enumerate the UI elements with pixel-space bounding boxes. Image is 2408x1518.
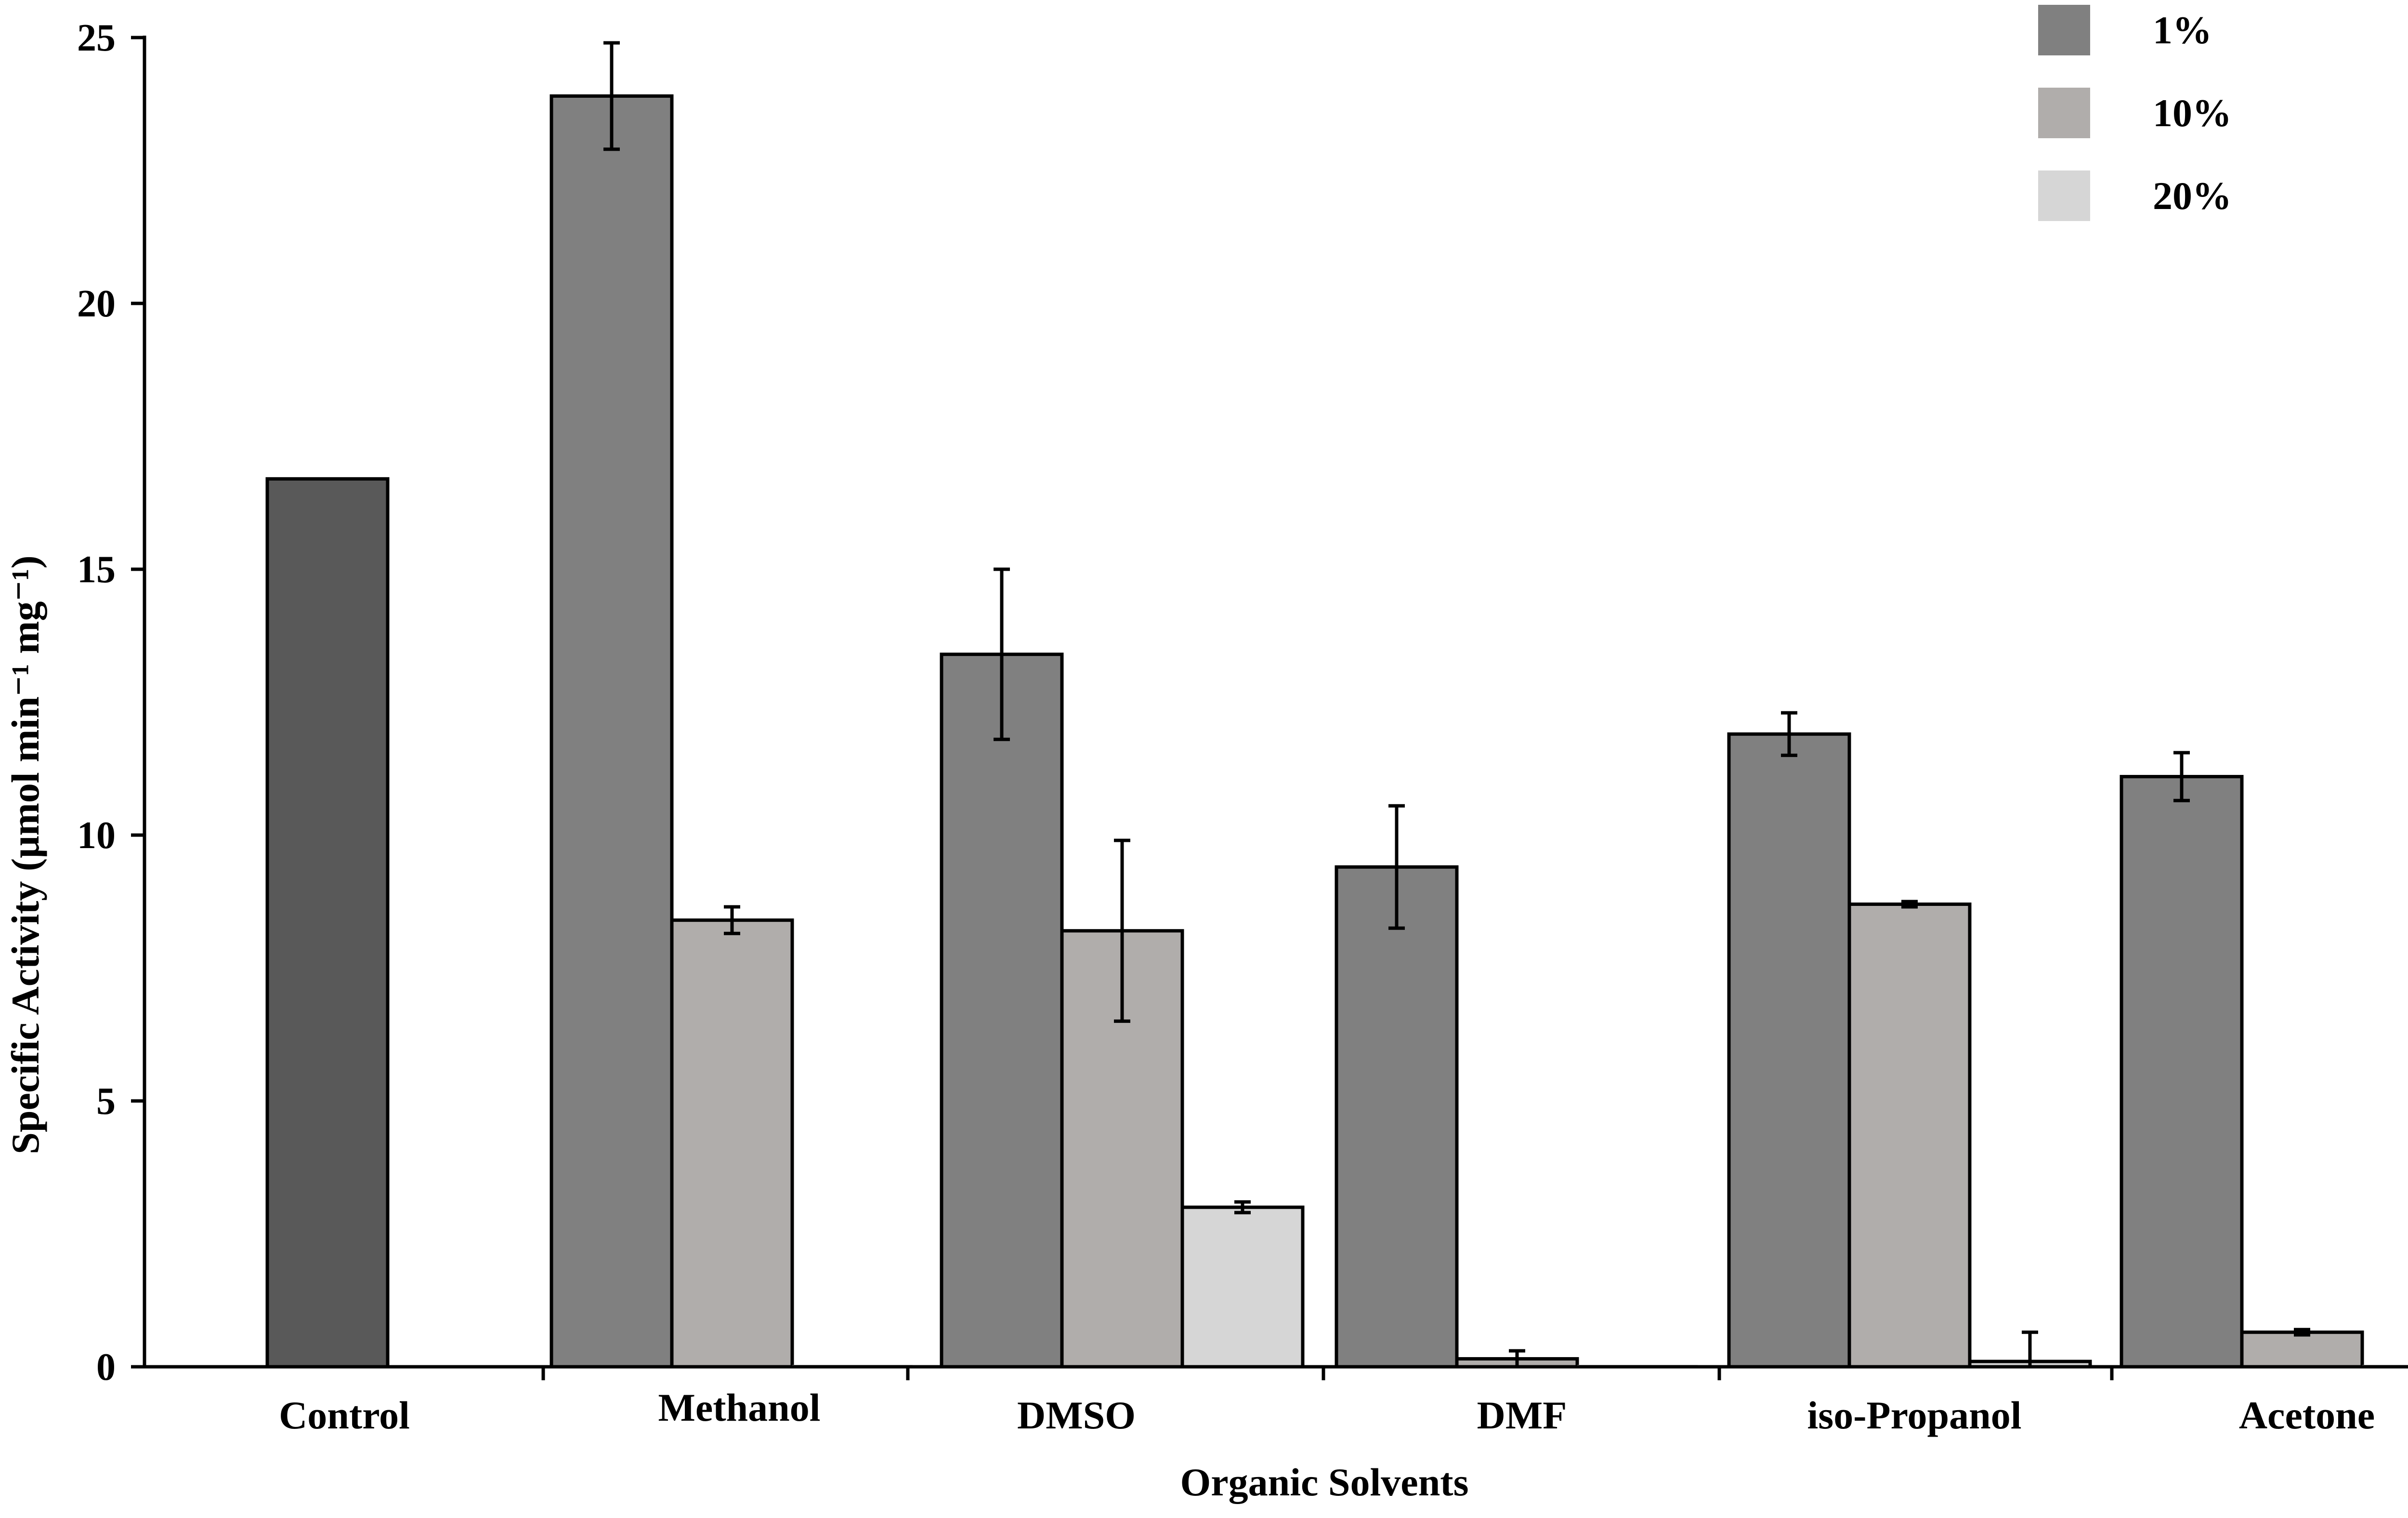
bar-iso-propanol-10 [1847,903,1972,1369]
error-bar-dmso-20 [1234,1200,1251,1215]
bar-acetone-10 [2240,1330,2364,1369]
y-tick-label-20: 20 [77,283,116,325]
error-bar-iso-propanol-10 [1901,900,1918,909]
x-category-label-acetone: Acetone [2239,1393,2375,1437]
error-bar-iso-propanol-1 [1781,711,1797,757]
bar-dmso-1 [940,653,1064,1369]
error-bar-acetone-10 [2294,1328,2310,1337]
error-bar-dmf-1 [1388,804,1405,930]
legend-label-1: 1% [2153,8,2212,52]
error-bar-methanol-1 [603,41,620,151]
bar-control [265,477,390,1369]
bar-methanol-1 [550,94,674,1369]
error-bar-methanol-10 [724,905,740,935]
y-tick-label-10: 10 [77,814,116,857]
legend-swatch-10 [2038,88,2090,138]
plot-marks [265,41,2408,1369]
legend-label-20: 20% [2153,174,2232,218]
legend-swatch-1 [2038,5,2090,55]
x-category-label-iso-propanol: iso-Propanol [1807,1393,2022,1437]
y-tick-label-15: 15 [77,549,116,591]
x-category-label-dmso: DMSO [1017,1393,1136,1437]
error-bar-dmso-1 [994,567,1010,741]
legend-label-10: 10% [2153,91,2232,135]
bar-dmso-20 [1180,1205,1305,1369]
legend: 1% 10% 20% [2038,5,2232,221]
bar-methanol-10 [670,918,794,1369]
bar-acetone-1 [2120,775,2244,1369]
y-tick-label-25: 25 [77,17,116,59]
y-tick-label-5: 5 [96,1080,116,1123]
error-bar-dmso-10 [1114,838,1130,1023]
bar-dmf-1 [1335,865,1459,1369]
x-axis-title: Organic Solvents [1180,1460,1468,1504]
x-category-label-methanol: Methanol [658,1386,820,1429]
error-bar-acetone-1 [2173,751,2190,802]
y-axis-title: Specific Activity (μmol min⁻¹ mg⁻¹) [3,555,47,1154]
legend-swatch-20 [2038,170,2090,221]
axes: 0 5 10 15 20 25 Control Methanol DMSO DMF iso-Prop… [77,17,2408,1437]
bar-iso-propanol-1 [1727,732,1851,1369]
y-tick-label-0: 0 [96,1346,116,1388]
x-category-label-control: Control [279,1393,410,1437]
x-category-label-dmf: DMF [1477,1393,1567,1437]
